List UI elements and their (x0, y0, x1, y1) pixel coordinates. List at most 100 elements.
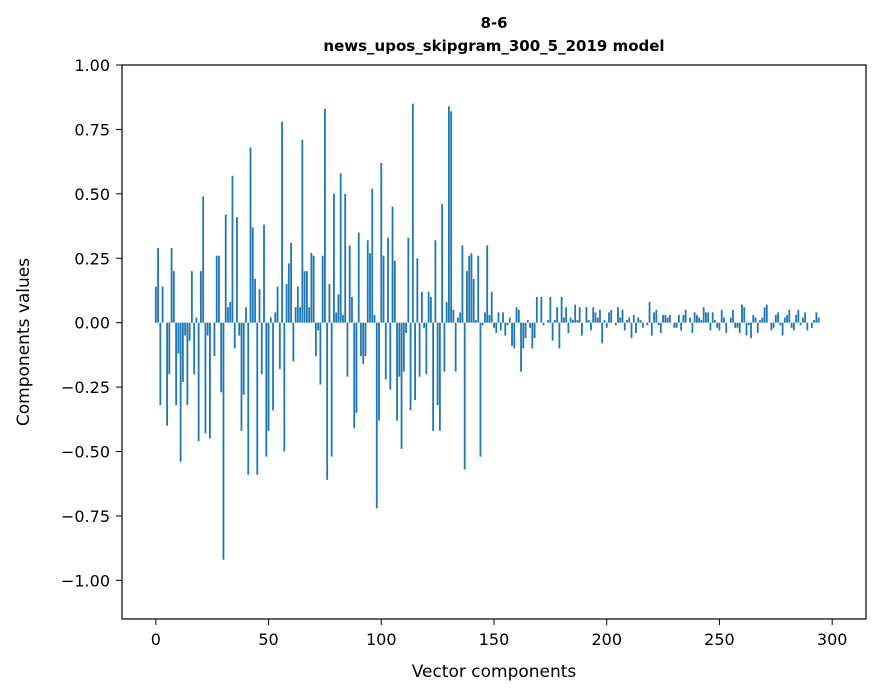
bar (599, 309, 601, 323)
bar (720, 309, 723, 323)
bar (303, 271, 306, 323)
bar (619, 317, 622, 323)
bar (375, 322, 378, 509)
bars-group (154, 103, 820, 560)
bar (457, 317, 459, 323)
bar (175, 322, 178, 406)
bar (723, 317, 725, 323)
bar (635, 322, 637, 333)
bar (355, 322, 358, 413)
bar (759, 320, 761, 323)
bar (254, 278, 256, 323)
bar (587, 320, 590, 323)
bar (529, 322, 531, 328)
bar (292, 322, 295, 362)
bar (535, 296, 538, 323)
bar (763, 307, 766, 323)
y-tick-label: 0.25 (74, 249, 110, 268)
bar (445, 302, 448, 323)
bar (305, 271, 308, 323)
bar (560, 296, 563, 323)
bar (452, 309, 455, 323)
plot-area-frame (121, 64, 867, 620)
bar (328, 284, 331, 323)
bar (517, 309, 520, 323)
bar (324, 108, 326, 323)
bar (481, 322, 484, 326)
x-tick-label: 250 (704, 630, 735, 649)
bar (718, 322, 721, 331)
bar (551, 322, 554, 341)
bar (468, 255, 471, 323)
x-tick-label: 300 (817, 630, 848, 649)
bar (684, 309, 687, 323)
bar (227, 307, 229, 323)
bar (172, 271, 175, 323)
bar (801, 317, 804, 323)
bar (220, 322, 223, 393)
x-tick-label: 100 (366, 630, 397, 649)
bar (166, 322, 168, 426)
bar (337, 294, 340, 323)
bar (556, 307, 559, 323)
bar (461, 245, 464, 323)
chart-title: 8-6 (480, 14, 507, 32)
bar (251, 227, 254, 323)
bar (384, 322, 387, 380)
bar (159, 322, 162, 406)
bar (549, 296, 552, 323)
y-axis-label: Components values (14, 258, 34, 426)
bar (263, 224, 265, 323)
bar (689, 317, 692, 323)
y-tick-label: 1.00 (74, 56, 110, 75)
y-tick-label: −0.75 (61, 507, 110, 526)
bar (799, 322, 802, 326)
bar (605, 322, 608, 328)
bar (567, 322, 570, 333)
bar (621, 309, 624, 323)
bar (475, 320, 477, 323)
bar (195, 317, 198, 323)
bar (391, 206, 394, 323)
bar (585, 307, 588, 323)
bar (815, 312, 818, 323)
bar (260, 322, 263, 375)
bar (362, 322, 365, 364)
bar (371, 188, 374, 323)
bar (774, 314, 777, 323)
bar (204, 322, 207, 434)
bar (504, 322, 507, 336)
bar (346, 322, 349, 377)
bar (736, 322, 739, 328)
bar (278, 322, 281, 370)
bar (741, 304, 743, 323)
bar (637, 317, 640, 323)
bar (267, 322, 270, 431)
y-tick-label: 0.00 (74, 314, 110, 333)
bar (188, 322, 191, 341)
bar (569, 317, 572, 323)
bar (502, 312, 504, 323)
bar (743, 307, 746, 323)
bar (650, 322, 653, 336)
bar (756, 322, 759, 333)
bar (400, 322, 403, 449)
bar (420, 291, 423, 323)
bar (623, 322, 626, 331)
bar (576, 320, 579, 323)
bar (326, 322, 329, 480)
bar (281, 121, 283, 323)
bar (657, 322, 660, 326)
bar (434, 240, 437, 323)
bar (470, 253, 473, 323)
bar (639, 320, 642, 323)
bar (761, 317, 764, 323)
bar (603, 320, 606, 323)
bar (396, 322, 398, 421)
bar (432, 322, 435, 431)
bar (258, 289, 261, 323)
bar (348, 245, 351, 323)
bar (506, 322, 509, 326)
bar (443, 322, 446, 372)
